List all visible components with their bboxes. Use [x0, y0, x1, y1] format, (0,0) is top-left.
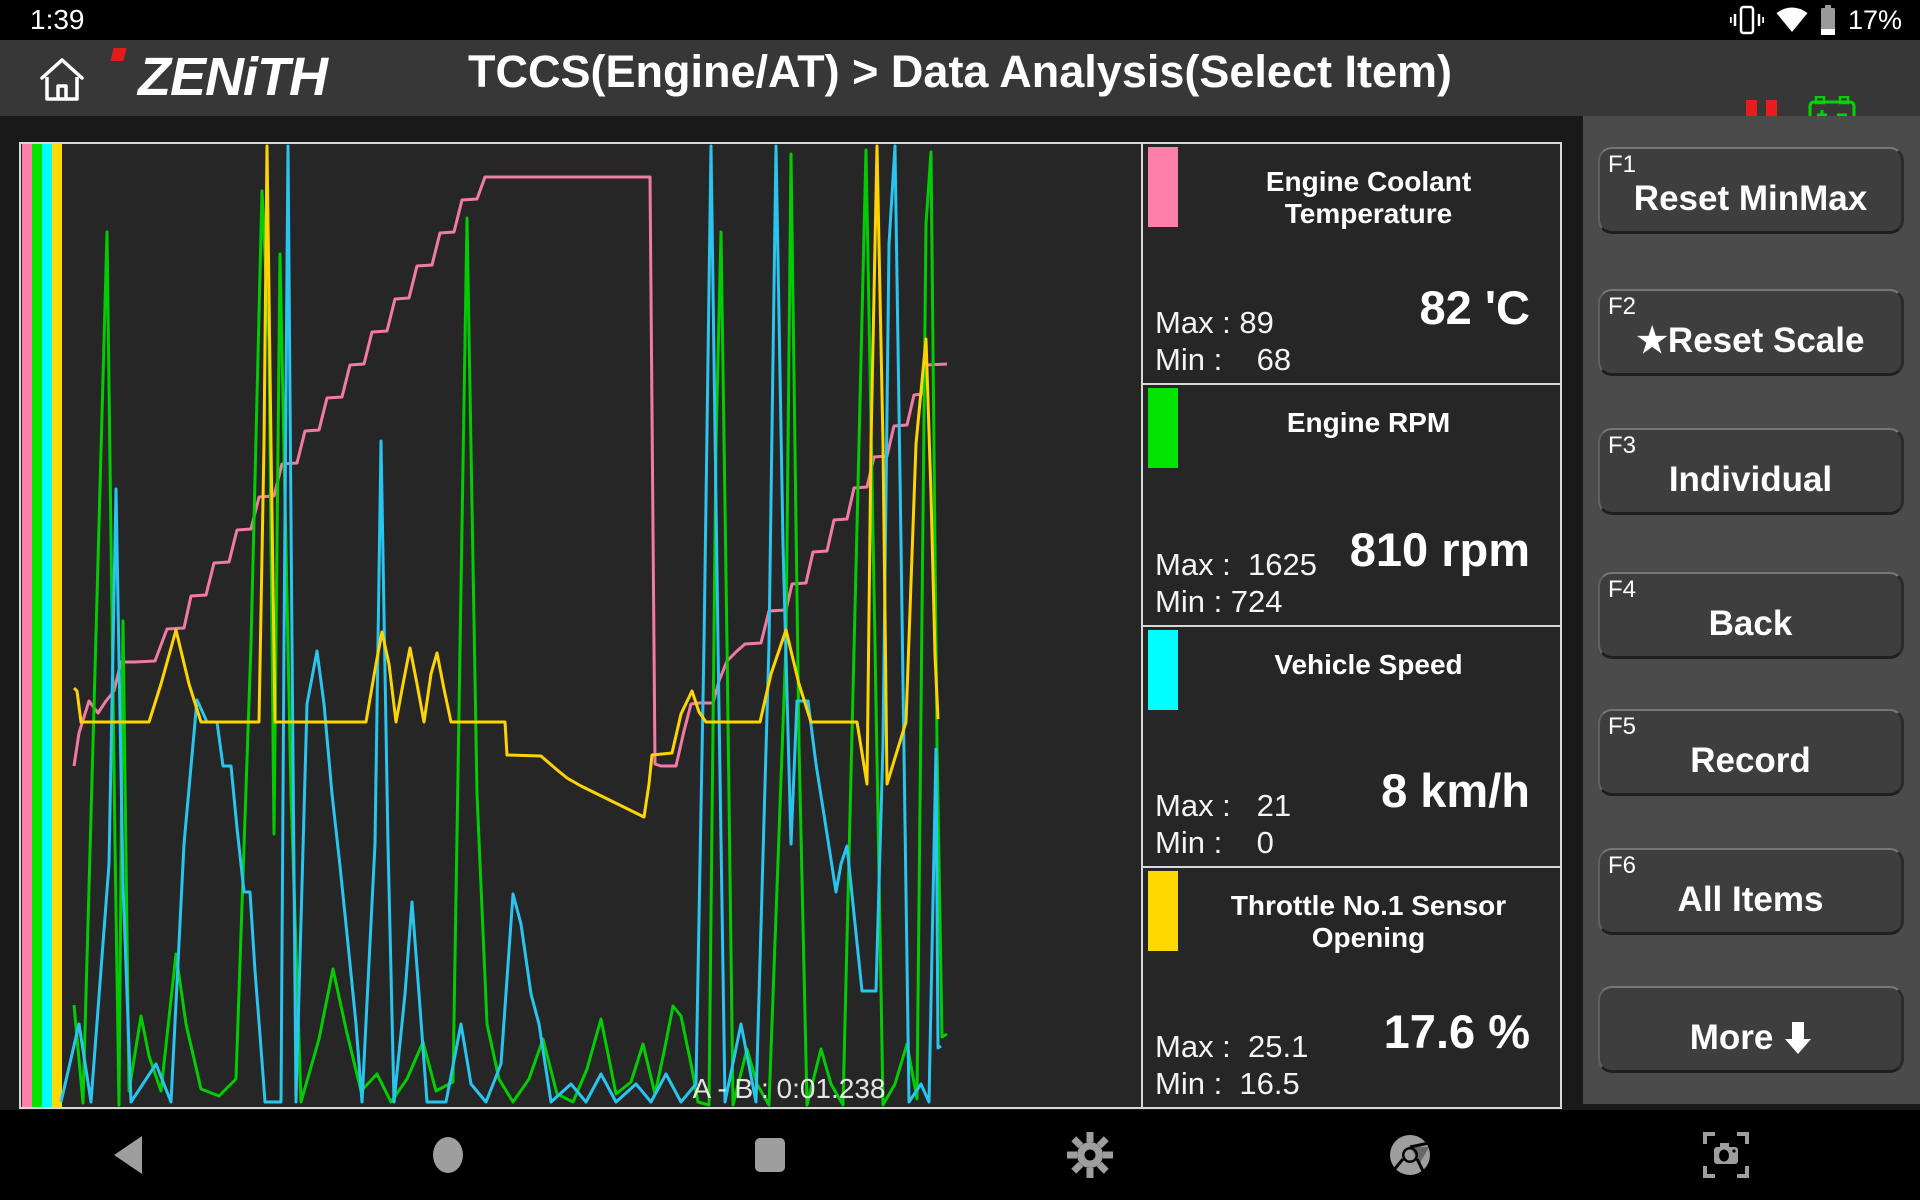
parameter-max: Max : 25.1 — [1155, 1029, 1309, 1064]
trace-engine-coolant-temperature — [72, 175, 948, 768]
fkey-label: F2 — [1608, 293, 1637, 320]
battery-icon — [1820, 5, 1835, 35]
status-bar: 1:39 17% — [0, 0, 1920, 40]
button-label: Back — [1708, 604, 1793, 643]
home-button[interactable] — [34, 52, 90, 106]
fkey-label: F5 — [1608, 713, 1637, 740]
f4-back-button[interactable]: F4 Back — [1598, 572, 1904, 659]
parameter-color-swatch — [1148, 147, 1178, 227]
scale-indicator-bar — [42, 144, 52, 1107]
parameter-current-value: 810 rpm — [1349, 522, 1530, 576]
recents-square-icon — [755, 1138, 785, 1172]
parameter-color-swatch — [1148, 629, 1178, 710]
status-time: 1:39 — [30, 4, 85, 35]
parameter-max: Max : 1625 — [1155, 546, 1317, 582]
trace-vehicle-speed — [59, 144, 942, 1104]
parameter-row[interactable]: Throttle No.1 Sensor Opening Max : 25.1 Mi… — [1143, 868, 1560, 1107]
parameter-current-value: 8 km/h — [1381, 763, 1530, 817]
parameter-min: Min : 16.5 — [1155, 1066, 1300, 1101]
parameter-max: Max : 89 — [1155, 305, 1274, 341]
parameter-min: Min : 0 — [1155, 824, 1274, 860]
parameter-panel: Engine Coolant Temperature Max : 89 Min : … — [1141, 142, 1562, 1109]
fkey-label: F6 — [1608, 852, 1637, 879]
button-label: ★Reset Scale — [1636, 321, 1865, 360]
battery-percent: 17% — [1847, 4, 1902, 35]
status-icons: 17% — [1729, 0, 1902, 40]
parameter-min: Min : 68 — [1155, 342, 1292, 378]
android-nav-bar — [0, 1110, 1920, 1200]
live-data-graph[interactable]: A - B : 0:01.238 — [19, 142, 1143, 1109]
nav-chrome-button[interactable] — [1386, 1110, 1434, 1200]
app-header: ZENiTH TCCS(Engine/AT) > Data Analysis(S… — [0, 40, 1920, 138]
parameter-name: Engine Coolant Temperature — [1265, 166, 1472, 229]
parameter-color-swatch — [1148, 388, 1178, 469]
home-circle-icon — [433, 1137, 463, 1173]
parameter-name: Throttle No.1 Sensor Opening — [1230, 889, 1507, 953]
scale-indicator-bar — [52, 144, 62, 1107]
nav-settings-button[interactable] — [1066, 1110, 1114, 1200]
button-label: All Items — [1677, 880, 1824, 919]
scale-indicator-bar — [22, 144, 32, 1107]
function-key-panel: F1 Reset MinMax F2 ★Reset Scale F3 Individual… — [1583, 116, 1920, 1104]
parameter-current-value: 17.6 % — [1383, 1005, 1530, 1058]
trace-throttle-no-1-sensor-opening — [72, 144, 940, 819]
cursor-ab-time: A - B : 0:01.238 — [692, 1073, 886, 1104]
parameter-min: Min : 724 — [1155, 583, 1283, 619]
home-icon — [40, 58, 84, 101]
button-label: Reset MinMax — [1633, 179, 1868, 218]
fkey-label: F4 — [1608, 576, 1637, 603]
nav-back-button[interactable] — [100, 1110, 156, 1200]
chrome-icon — [1390, 1135, 1430, 1175]
more-button[interactable]: More — [1598, 986, 1904, 1073]
button-label: Individual — [1668, 460, 1833, 499]
button-label: Record — [1690, 741, 1811, 780]
f5-record-button[interactable]: F5 Record — [1598, 709, 1904, 796]
button-label: More — [1600, 1018, 1901, 1058]
vibrate-icon — [1729, 5, 1764, 35]
parameter-name: Engine RPM — [1286, 407, 1451, 439]
parameter-color-swatch — [1148, 870, 1178, 951]
parameter-row[interactable]: Engine RPM Max : 1625 Min : 724 810 rpm — [1143, 385, 1560, 627]
fkey-label: F3 — [1608, 432, 1637, 459]
scale-indicator-bar — [32, 144, 42, 1107]
nav-screenshot-button[interactable] — [1702, 1110, 1750, 1200]
parameter-name: Vehicle Speed — [1274, 648, 1463, 680]
parameter-max: Max : 21 — [1155, 787, 1292, 823]
fkey-label: F1 — [1608, 151, 1637, 178]
f6-all-items-button[interactable]: F6 All Items — [1598, 848, 1904, 935]
parameter-row[interactable]: Engine Coolant Temperature Max : 89 Min : … — [1143, 144, 1560, 386]
down-arrow-icon — [1785, 1022, 1812, 1054]
parameter-current-value: 82 'C — [1419, 281, 1530, 335]
back-triangle-icon — [114, 1136, 142, 1174]
trace-plot — [22, 144, 948, 1107]
brand-logo: ZENiTH — [138, 47, 328, 107]
f3-individual-button[interactable]: F3 Individual — [1598, 428, 1904, 515]
gear-icon — [1067, 1132, 1113, 1178]
nav-home-button[interactable] — [426, 1110, 470, 1200]
nav-recents-button[interactable] — [748, 1110, 792, 1200]
page-title: TCCS(Engine/AT) > Data Analysis(Select I… — [468, 46, 1452, 97]
trace-engine-rpm — [72, 148, 948, 1107]
f2-reset-scale-button[interactable]: F2 ★Reset Scale — [1598, 289, 1904, 376]
f1-reset-minmax-button[interactable]: F1 Reset MinMax — [1598, 147, 1904, 234]
parameter-row[interactable]: Vehicle Speed Max : 21 Min : 0 8 km/h — [1143, 627, 1560, 868]
wifi-icon — [1776, 7, 1808, 32]
screenshot-camera-icon — [1703, 1132, 1749, 1178]
